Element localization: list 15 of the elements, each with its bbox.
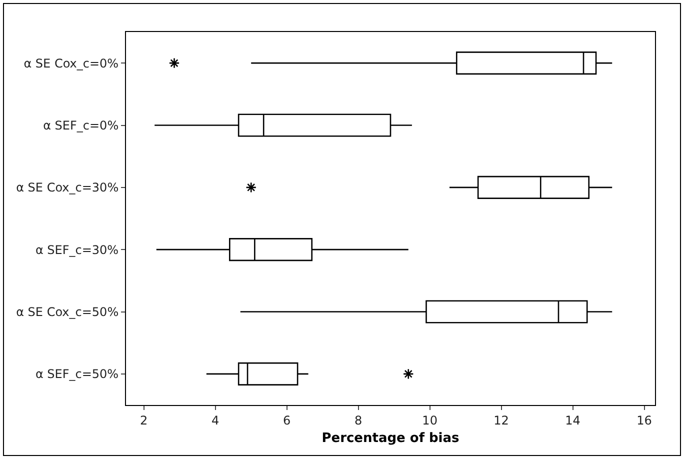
x-tick-label: 14 — [565, 413, 580, 428]
y-tick-label: α SE Cox_c=0% — [24, 56, 119, 70]
x-tick-label: 6 — [283, 413, 291, 428]
y-tick-label: α SEF_c=30% — [35, 242, 119, 257]
x-tick-label: 2 — [140, 413, 148, 428]
y-tick-label: α SE Cox_c=30% — [16, 180, 119, 195]
x-axis-title: Percentage of bias — [322, 431, 460, 446]
x-tick-label: 12 — [494, 413, 509, 428]
x-tick-label: 4 — [212, 413, 220, 428]
x-tick-label: 10 — [422, 413, 438, 428]
y-tick-label: α SEF_c=50% — [35, 367, 119, 382]
y-tick-label: α SEF_c=0% — [43, 118, 119, 132]
x-tick-label: 16 — [636, 413, 652, 428]
x-tick-label: 8 — [354, 413, 362, 428]
y-tick-label: α SE Cox_c=50% — [16, 304, 119, 319]
